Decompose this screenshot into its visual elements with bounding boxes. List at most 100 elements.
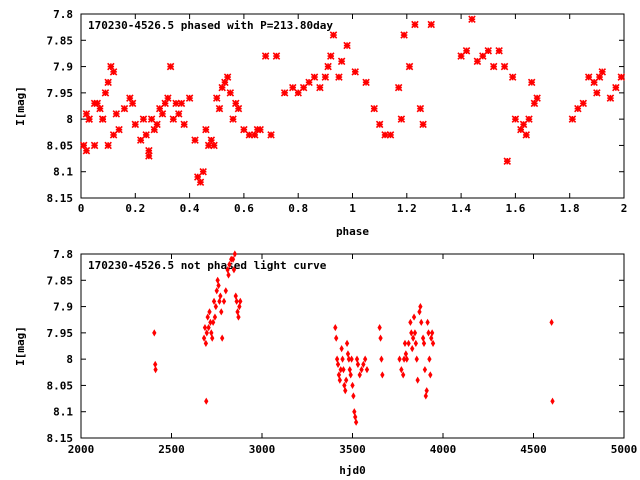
x-tick-label: 0.8	[288, 202, 308, 215]
y-tick-label: 7.9	[53, 301, 73, 314]
data-point	[180, 120, 188, 129]
data-point	[221, 297, 227, 305]
data-point	[349, 355, 354, 363]
data-point	[120, 104, 129, 113]
data-point	[340, 355, 345, 363]
data-point	[215, 276, 220, 284]
chart-panel-2: 2000 2500 3000 3500 4000 4500 5000 7.8 7.85 7.9 7.…	[14, 248, 637, 477]
data-point	[250, 131, 259, 139]
data-point	[522, 131, 531, 139]
data-point	[334, 355, 340, 363]
data-point	[525, 115, 533, 123]
plot-title: 170230-4526.5 not phased light curve	[88, 259, 327, 272]
data-point	[511, 115, 520, 123]
data-point	[152, 329, 157, 337]
data-point	[394, 83, 403, 92]
data-point	[348, 371, 353, 379]
data-point	[517, 125, 525, 134]
data-point	[112, 110, 121, 118]
data-point	[401, 371, 406, 379]
data-point	[217, 297, 222, 305]
data-point	[109, 131, 118, 139]
data-point	[216, 281, 221, 290]
data-point	[104, 141, 112, 150]
data-point	[126, 94, 134, 102]
data-point	[209, 329, 214, 337]
data-point	[223, 73, 232, 81]
data-point	[115, 125, 123, 134]
data-point	[347, 366, 352, 374]
data-point	[468, 15, 476, 24]
data-point	[261, 52, 270, 60]
data-point	[364, 366, 370, 374]
data-point	[101, 89, 110, 97]
data-point	[98, 115, 107, 123]
data-point	[416, 104, 425, 113]
data-point	[370, 104, 378, 113]
data-point	[590, 78, 598, 87]
y-tick-label: 8	[66, 113, 73, 126]
data-point	[606, 94, 615, 102]
data-point	[145, 146, 153, 155]
data-point	[336, 371, 342, 379]
data-point	[289, 83, 297, 92]
data-point	[457, 52, 465, 60]
data-point	[210, 141, 218, 150]
data-point	[425, 318, 430, 326]
data-point	[350, 381, 355, 390]
y-tick-label: 8.15	[47, 192, 74, 205]
data-point	[427, 355, 432, 363]
data-points	[79, 15, 626, 186]
y-tick-label: 8.05	[47, 139, 74, 152]
x-tick-label: 4500	[520, 443, 547, 456]
data-point	[196, 178, 205, 186]
data-point	[232, 250, 237, 258]
data-point	[237, 302, 242, 311]
data-point	[234, 104, 243, 113]
data-point	[321, 73, 330, 81]
x-tick-label: 1.4	[451, 202, 471, 215]
data-point	[128, 99, 137, 108]
data-point	[107, 62, 115, 71]
data-point	[85, 115, 93, 123]
y-tick-label: 8.1	[53, 166, 73, 179]
data-point	[584, 73, 593, 81]
data-point	[503, 157, 512, 165]
data-point	[212, 313, 218, 321]
data-point	[236, 313, 241, 321]
data-point	[353, 413, 358, 421]
data-point	[579, 99, 588, 108]
data-point	[229, 115, 237, 123]
y-tick-label: 8.1	[53, 406, 73, 419]
data-point	[335, 360, 341, 368]
data-point	[329, 31, 338, 39]
x-tick-label: 5000	[611, 443, 638, 456]
x-tick-label: 2500	[158, 443, 185, 456]
data-point	[473, 57, 482, 66]
data-point	[519, 120, 528, 129]
data-point	[305, 78, 313, 87]
data-point	[256, 125, 264, 134]
x-tick-label: 0.4	[180, 202, 200, 215]
data-point	[169, 115, 178, 123]
data-point	[299, 83, 308, 92]
data-point	[410, 345, 415, 353]
data-point	[353, 418, 359, 426]
x-tick-label: 3500	[339, 443, 366, 456]
data-point	[495, 47, 503, 55]
data-point	[177, 99, 186, 108]
data-point	[324, 62, 332, 71]
data-point	[352, 408, 357, 416]
data-point	[136, 136, 145, 144]
data-point	[405, 62, 414, 71]
data-point	[337, 376, 342, 384]
data-point	[484, 47, 493, 55]
data-point	[380, 371, 385, 379]
data-point	[343, 41, 351, 50]
x-tick-label: 0.6	[234, 202, 254, 215]
data-point	[361, 360, 366, 368]
x-tick-label: 2	[621, 202, 628, 215]
data-point	[233, 292, 238, 300]
data-point	[220, 334, 225, 342]
